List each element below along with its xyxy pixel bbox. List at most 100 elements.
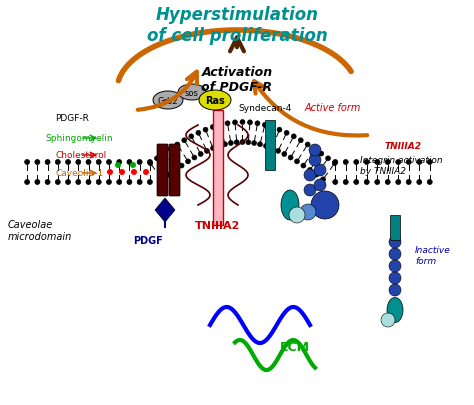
Text: Syndecan-4: Syndecan-4: [238, 104, 292, 113]
Circle shape: [210, 146, 216, 151]
Circle shape: [389, 260, 401, 272]
Circle shape: [343, 180, 348, 185]
Circle shape: [277, 128, 282, 133]
Circle shape: [240, 140, 245, 145]
Circle shape: [166, 173, 171, 178]
Text: PDGF-R: PDGF-R: [55, 114, 89, 123]
Circle shape: [319, 152, 324, 157]
Circle shape: [117, 180, 122, 185]
Circle shape: [320, 177, 326, 182]
Circle shape: [159, 177, 164, 182]
Circle shape: [333, 180, 338, 185]
Circle shape: [76, 160, 81, 165]
Circle shape: [314, 179, 326, 192]
Circle shape: [270, 125, 275, 130]
Text: TNIIIA2: TNIIIA2: [195, 220, 241, 230]
Circle shape: [137, 180, 142, 185]
Circle shape: [381, 313, 395, 327]
Circle shape: [294, 160, 300, 164]
Circle shape: [189, 134, 194, 139]
Text: Caveolae
microdomain: Caveolae microdomain: [8, 220, 72, 241]
Circle shape: [354, 160, 359, 165]
Circle shape: [255, 122, 260, 126]
Circle shape: [217, 144, 221, 149]
Circle shape: [234, 141, 239, 145]
Circle shape: [304, 185, 316, 196]
Circle shape: [225, 122, 230, 126]
Circle shape: [314, 164, 326, 177]
Circle shape: [233, 121, 237, 126]
Text: sos: sos: [185, 88, 199, 97]
Circle shape: [389, 272, 401, 284]
Circle shape: [246, 141, 251, 145]
Circle shape: [155, 156, 159, 162]
FancyArrowPatch shape: [138, 72, 197, 111]
Circle shape: [375, 180, 380, 185]
Text: Cholesterol: Cholesterol: [55, 151, 106, 160]
Circle shape: [275, 149, 281, 154]
Circle shape: [115, 162, 121, 168]
Circle shape: [131, 170, 137, 175]
Circle shape: [192, 156, 197, 161]
Circle shape: [107, 180, 111, 185]
Text: Integrin activation
by TNIIIA2: Integrin activation by TNIIIA2: [360, 156, 443, 175]
FancyBboxPatch shape: [157, 145, 168, 196]
Circle shape: [76, 180, 81, 185]
Circle shape: [117, 160, 122, 165]
Circle shape: [385, 160, 390, 165]
Circle shape: [389, 248, 401, 260]
Circle shape: [55, 160, 60, 165]
Circle shape: [396, 160, 401, 165]
Bar: [213, 111, 223, 226]
Circle shape: [311, 192, 339, 220]
Circle shape: [406, 180, 411, 185]
Circle shape: [161, 152, 166, 157]
Circle shape: [35, 180, 40, 185]
Circle shape: [282, 152, 287, 157]
Circle shape: [354, 180, 359, 185]
Circle shape: [396, 180, 401, 185]
Circle shape: [173, 168, 178, 173]
Circle shape: [270, 146, 274, 151]
Circle shape: [314, 173, 319, 178]
Circle shape: [137, 160, 142, 165]
Circle shape: [45, 160, 50, 165]
Circle shape: [130, 162, 136, 168]
Circle shape: [312, 147, 317, 152]
Circle shape: [284, 131, 289, 136]
Circle shape: [107, 160, 111, 165]
Circle shape: [375, 160, 380, 165]
Circle shape: [304, 170, 316, 181]
Ellipse shape: [178, 85, 206, 101]
Text: Ras: Ras: [205, 96, 225, 106]
Circle shape: [332, 161, 337, 166]
Circle shape: [389, 237, 401, 248]
Circle shape: [147, 160, 152, 165]
Ellipse shape: [281, 190, 299, 220]
Circle shape: [427, 160, 432, 165]
Circle shape: [385, 180, 390, 185]
Circle shape: [198, 152, 203, 157]
Text: ECM: ECM: [280, 340, 310, 353]
Circle shape: [309, 155, 321, 166]
Circle shape: [406, 160, 411, 165]
Text: Active form: Active form: [305, 103, 361, 113]
Circle shape: [179, 164, 184, 168]
Ellipse shape: [153, 92, 183, 110]
Circle shape: [417, 160, 422, 165]
Circle shape: [301, 164, 306, 168]
Circle shape: [196, 131, 201, 136]
Text: Hyperstimulation
of cell proliferation: Hyperstimulation of cell proliferation: [146, 6, 328, 45]
Text: Grb2: Grb2: [158, 96, 178, 105]
Circle shape: [25, 180, 29, 185]
Polygon shape: [155, 198, 175, 222]
FancyArrowPatch shape: [254, 82, 367, 136]
Circle shape: [86, 160, 91, 165]
Circle shape: [185, 160, 191, 164]
Circle shape: [147, 180, 152, 185]
Circle shape: [291, 134, 296, 139]
Text: Inactive
form: Inactive form: [415, 246, 451, 265]
Circle shape: [252, 141, 256, 146]
Circle shape: [168, 147, 173, 152]
Circle shape: [35, 160, 40, 165]
